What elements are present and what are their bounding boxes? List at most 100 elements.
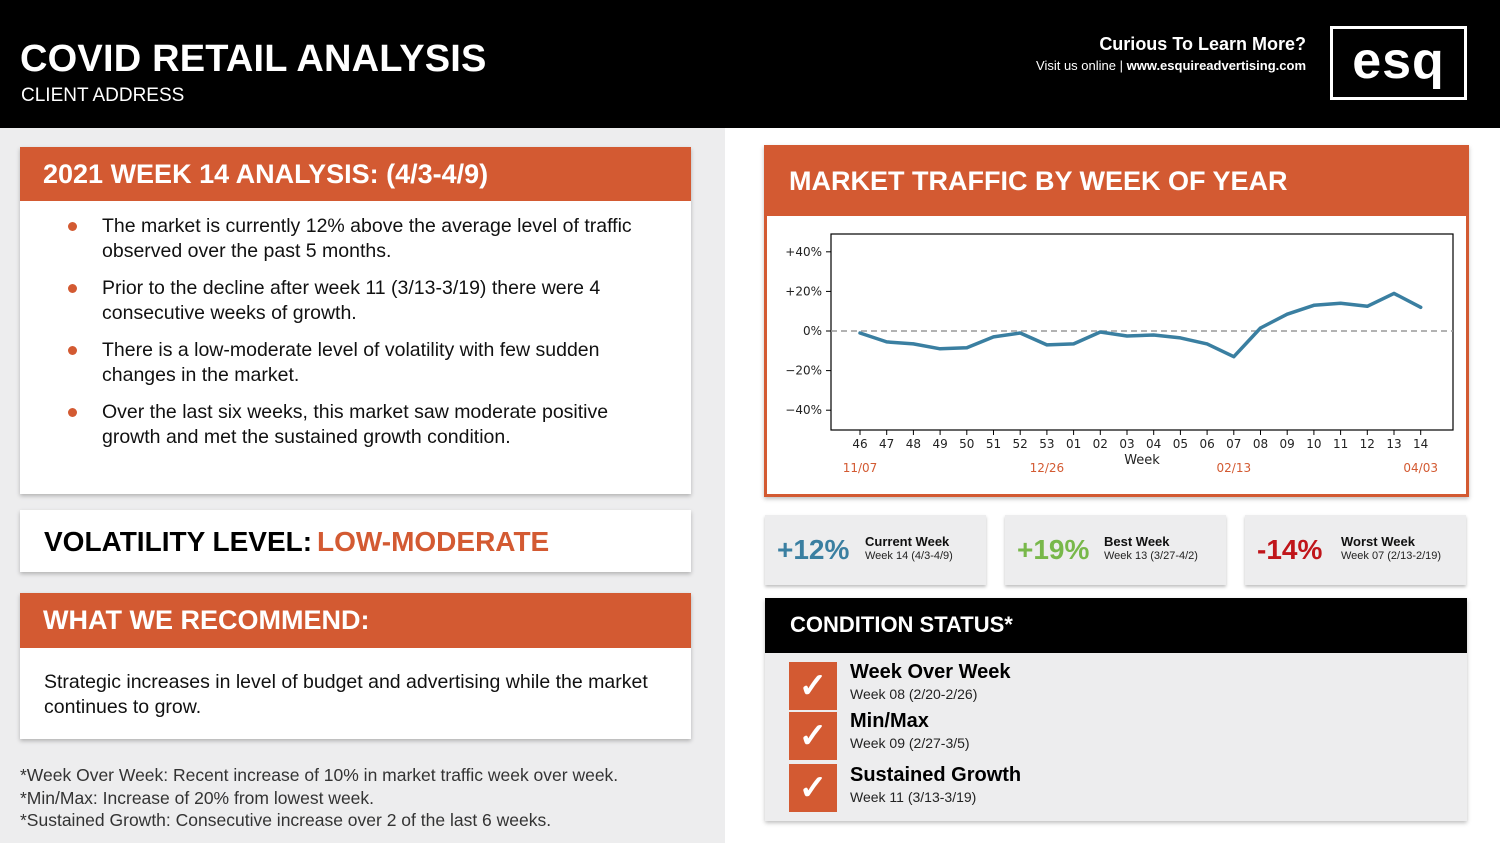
data-point (1339, 301, 1343, 305)
analysis-title: 2021 WEEK 14 ANALYSIS: (4/3-4/9) (20, 147, 691, 201)
website-link[interactable]: www.esquireadvertising.com (1126, 58, 1306, 73)
checkmark-icon: ✓ (789, 712, 837, 760)
data-point (965, 346, 969, 350)
stat-label: Best Week (1104, 534, 1170, 549)
data-point (1259, 326, 1262, 330)
stat-sub: Week 14 (4/3-4/9) (865, 550, 953, 562)
bullet-dot-icon (68, 408, 77, 417)
volatility-value: LOW-MODERATE (317, 526, 550, 557)
x-tick-label: 48 (906, 437, 921, 451)
stat-sub: Week 07 (2/13-2/19) (1341, 550, 1442, 562)
bullet-dot-icon (68, 222, 77, 231)
data-point (1072, 342, 1076, 346)
page-title: COVID RETAIL ANALYSIS (20, 38, 487, 80)
x-tick-label: 04 (1146, 437, 1161, 451)
page-subtitle: CLIENT ADDRESS (21, 85, 185, 106)
stat-value: +12% (777, 534, 850, 565)
y-tick-label: 0% (803, 324, 822, 338)
footnote: *Week Over Week: Recent increase of 10% … (20, 765, 619, 785)
date-label: 11/07 (843, 461, 878, 475)
bullet-dot-icon (68, 284, 77, 293)
data-point (911, 342, 915, 346)
condition-status-card: CONDITION STATUS* ✓ Week Over Week Week … (765, 598, 1467, 821)
date-label: 02/13 (1217, 461, 1252, 475)
x-tick-label: 08 (1253, 437, 1268, 451)
stat-value: -14% (1257, 534, 1323, 565)
y-tick-label: −40% (785, 403, 822, 417)
checkmark-icon: ✓ (789, 662, 837, 710)
x-tick-label: 02 (1093, 437, 1108, 451)
x-tick-label: 47 (879, 437, 894, 451)
x-tick-label: 12 (1360, 437, 1375, 451)
analysis-bullet: Over the last six weeks, this market saw… (20, 400, 691, 450)
visit-prefix: Visit us online | (1036, 58, 1127, 73)
analysis-bullet: Prior to the decline after week 11 (3/13… (20, 276, 691, 326)
x-tick-label: 14 (1413, 437, 1428, 451)
data-point (1018, 331, 1022, 335)
data-point (1232, 355, 1236, 359)
bullet-text: Prior to the decline after week 11 (3/13… (102, 277, 601, 324)
stat-label: Current Week (865, 534, 950, 549)
x-tick-label: 07 (1226, 437, 1241, 451)
recommend-text: Strategic increases in level of budget a… (44, 671, 648, 718)
x-tick-label: 53 (1039, 437, 1054, 451)
recommend-title: WHAT WE RECOMMEND: (20, 593, 691, 648)
data-point (1125, 334, 1129, 338)
x-tick-label: 52 (1013, 437, 1028, 451)
x-tick-label: 50 (959, 437, 974, 451)
stat-current-week: +12% Current Week Week 14 (4/3-4/9) (765, 515, 986, 585)
traffic-line-chart: +40% +20% 0% −20% −40% 46 47 48 49 50 51 52 53 01 02 03… (785, 233, 1454, 475)
data-point (858, 331, 862, 335)
stat-worst-week: -14% Worst Week Week 07 (2/13-2/19) (1245, 515, 1466, 585)
date-label: 12/26 (1030, 461, 1065, 475)
condition-sub: Week 11 (3/13-3/19) (850, 789, 977, 805)
x-tick-label: 01 (1066, 437, 1081, 451)
analysis-bullet: The market is currently 12% above the av… (20, 214, 691, 264)
volatility-label: VOLATILITY LEVEL: (44, 526, 313, 557)
bullet-text: The market is currently 12% above the av… (102, 215, 632, 262)
condition-name: Sustained Growth (850, 764, 1022, 786)
stat-best-week: +19% Best Week Week 13 (3/27-4/2) (1005, 515, 1226, 585)
esq-logo: esq (1330, 26, 1467, 100)
data-point (1178, 336, 1182, 340)
analysis-bullets: The market is currently 12% above the av… (20, 214, 691, 462)
checkmark-icon: ✓ (789, 764, 837, 812)
analysis-bullet: There is a low-moderate level of volatil… (20, 338, 691, 388)
x-tick-label: 46 (852, 437, 867, 451)
x-tick-label: 03 (1119, 437, 1134, 451)
condition-sub: Week 08 (2/20-2/26) (850, 686, 978, 702)
date-label: 04/03 (1403, 461, 1438, 475)
data-point (938, 347, 942, 351)
condition-name: Min/Max (850, 710, 929, 732)
footnote: *Sustained Growth: Consecutive increase … (20, 810, 552, 830)
data-point (992, 335, 995, 339)
data-point (1152, 333, 1156, 337)
data-point (1098, 330, 1102, 334)
data-point (1419, 305, 1423, 309)
y-tick-label: +40% (785, 245, 822, 259)
footnotes: *Week Over Week: Recent increase of 10% … (20, 764, 618, 832)
data-point (885, 340, 889, 344)
volatility-card: VOLATILITY LEVEL: LOW-MODERATE (20, 510, 691, 572)
traffic-series-line (858, 291, 1423, 359)
stat-value: +19% (1017, 534, 1090, 565)
data-point (1045, 343, 1049, 347)
cta-heading: Curious To Learn More? (1099, 34, 1306, 54)
condition-status-title: CONDITION STATUS* (765, 598, 1467, 653)
data-point (1205, 342, 1209, 346)
data-point (1285, 312, 1289, 316)
bullet-dot-icon (68, 346, 77, 355)
x-tick-label: 09 (1280, 437, 1295, 451)
x-axis-label: Week (1124, 453, 1160, 468)
condition-sub: Week 09 (2/27-3/5) (850, 735, 970, 751)
visit-line: Visit us online | www.esquireadvertising… (1036, 58, 1306, 73)
x-tick-label: 10 (1306, 437, 1321, 451)
plot-frame (830, 233, 1454, 431)
x-tick-label: 49 (932, 437, 947, 451)
y-tick-label: +20% (785, 284, 822, 298)
x-tick-label: 05 (1173, 437, 1188, 451)
bullet-text: There is a low-moderate level of volatil… (102, 339, 600, 386)
x-tick-label: 06 (1199, 437, 1214, 451)
chart-card: MARKET TRAFFIC BY WEEK OF YEAR +40% +20% 0… (764, 145, 1469, 497)
y-tick-label: −20% (785, 364, 822, 378)
